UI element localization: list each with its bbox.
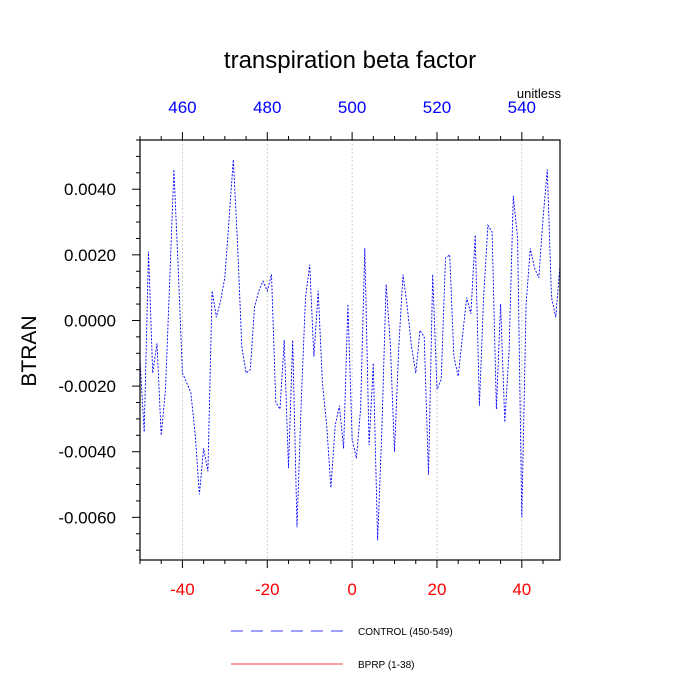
y-axis-label: BTRAN — [18, 315, 41, 386]
plot-frame — [139, 139, 561, 561]
y-tick-label: 0.0040 — [64, 180, 116, 199]
x-tick-label-top: 520 — [423, 98, 451, 117]
chart-title: transpiration beta factor — [224, 47, 476, 74]
y-tick-label: -0.0060 — [58, 508, 116, 527]
x-tick-label-bottom: -40 — [170, 580, 195, 599]
x-tick-label-top: 480 — [253, 98, 281, 117]
x-tick-label-bottom: -20 — [255, 580, 280, 599]
data-series — [139, 159, 561, 541]
units-label: unitless — [517, 86, 562, 101]
x-tick-label-top: 460 — [168, 98, 196, 117]
axis-ticks — [132, 132, 544, 568]
y-tick-label: -0.0020 — [58, 377, 116, 396]
series-line-control — [139, 159, 561, 541]
tick-labels: -40 460 -20 480 0 500 20 520 40 540 0.0040 0.0020 0.… — [58, 98, 536, 599]
x-tick-label-bottom: 0 — [347, 580, 356, 599]
legend: CONTROL (450-549) BPRP (1-38) — [231, 627, 453, 671]
x-tick-label-top: 540 — [508, 98, 536, 117]
x-tick-label-bottom: 40 — [512, 580, 531, 599]
legend-label-control: CONTROL (450-549) — [358, 627, 453, 638]
x-tick-label-bottom: 20 — [428, 580, 447, 599]
y-tick-label: 0.0020 — [64, 246, 116, 265]
x-tick-label-top: 500 — [338, 98, 366, 117]
y-tick-label: -0.0040 — [58, 443, 116, 462]
y-tick-label: 0.0000 — [64, 311, 116, 330]
grid-lines — [182, 140, 523, 560]
legend-label-bprp: BPRP (1-38) — [358, 660, 415, 671]
